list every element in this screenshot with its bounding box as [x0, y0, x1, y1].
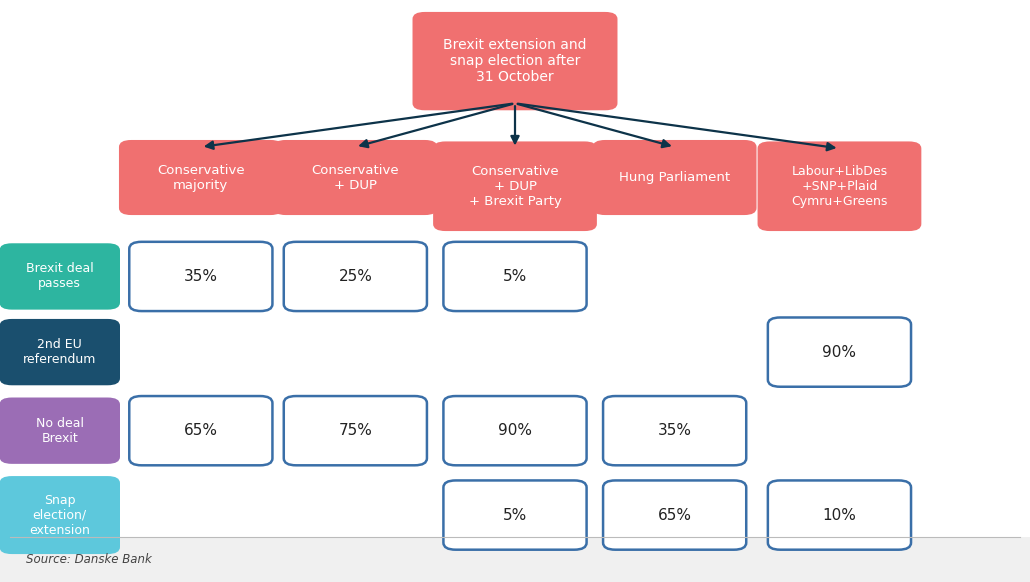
Text: No deal
Brexit: No deal Brexit	[36, 417, 83, 445]
FancyBboxPatch shape	[443, 396, 587, 466]
FancyBboxPatch shape	[0, 476, 119, 554]
Text: Labour+LibDes
+SNP+Plaid
Cymru+Greens: Labour+LibDes +SNP+Plaid Cymru+Greens	[791, 165, 888, 208]
Text: Snap
election/
extension: Snap election/ extension	[29, 494, 91, 537]
Text: Conservative
majority: Conservative majority	[157, 164, 245, 191]
FancyBboxPatch shape	[433, 141, 597, 231]
Text: 10%: 10%	[823, 508, 856, 523]
Text: Hung Parliament: Hung Parliament	[619, 171, 730, 184]
FancyBboxPatch shape	[283, 396, 426, 466]
FancyBboxPatch shape	[604, 396, 746, 466]
FancyBboxPatch shape	[604, 481, 746, 549]
Text: 90%: 90%	[497, 423, 533, 438]
Text: 35%: 35%	[657, 423, 692, 438]
Text: Conservative
+ DUP
+ Brexit Party: Conservative + DUP + Brexit Party	[469, 165, 561, 208]
FancyBboxPatch shape	[593, 140, 756, 215]
FancyBboxPatch shape	[0, 319, 119, 385]
Text: 65%: 65%	[183, 423, 218, 438]
FancyBboxPatch shape	[273, 140, 437, 215]
FancyBboxPatch shape	[0, 398, 119, 464]
Text: Source: Danske Bank: Source: Danske Bank	[26, 553, 151, 566]
FancyBboxPatch shape	[0, 243, 119, 310]
Text: 5%: 5%	[503, 269, 527, 284]
Text: 35%: 35%	[183, 269, 218, 284]
Text: 2nd EU
referendum: 2nd EU referendum	[23, 338, 97, 366]
FancyBboxPatch shape	[129, 396, 272, 466]
FancyBboxPatch shape	[443, 481, 587, 549]
FancyBboxPatch shape	[129, 242, 272, 311]
Text: 5%: 5%	[503, 508, 527, 523]
Text: Brexit deal
passes: Brexit deal passes	[26, 262, 94, 290]
Text: 25%: 25%	[339, 269, 372, 284]
Text: Brexit extension and
snap election after
31 October: Brexit extension and snap election after…	[443, 38, 587, 84]
FancyBboxPatch shape	[0, 537, 1030, 582]
FancyBboxPatch shape	[767, 318, 911, 386]
Text: 75%: 75%	[339, 423, 372, 438]
Text: 90%: 90%	[822, 345, 857, 360]
FancyBboxPatch shape	[412, 12, 617, 111]
FancyBboxPatch shape	[443, 242, 587, 311]
FancyBboxPatch shape	[118, 140, 282, 215]
FancyBboxPatch shape	[283, 242, 426, 311]
Text: Conservative
+ DUP: Conservative + DUP	[311, 164, 400, 191]
FancyBboxPatch shape	[767, 481, 911, 549]
FancyBboxPatch shape	[757, 141, 921, 231]
Text: 65%: 65%	[657, 508, 692, 523]
